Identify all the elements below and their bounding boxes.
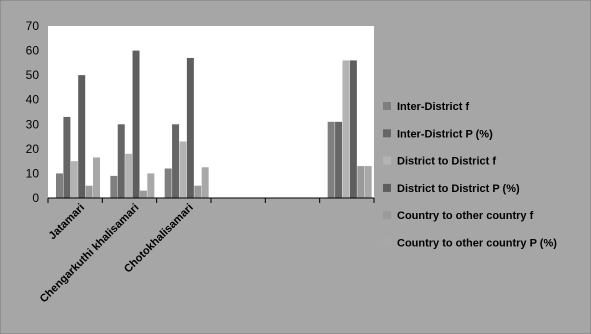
legend-swatch — [383, 211, 391, 220]
legend-label: Inter-District P (%) — [397, 128, 493, 140]
legend-label: Country to other country f — [397, 210, 534, 222]
bar-2-2 — [117, 124, 125, 198]
bar-5-2 — [139, 190, 147, 198]
bars — [56, 50, 372, 199]
legend-label: District to District P (%) — [397, 183, 520, 195]
bar-2-6 — [335, 121, 343, 198]
bar-6-2 — [147, 173, 155, 198]
y-tick-label: 40 — [26, 93, 40, 107]
bar-5-1 — [85, 185, 93, 198]
bar-2-1 — [63, 116, 71, 198]
bar-5-6 — [357, 166, 365, 198]
legend-swatch — [383, 129, 391, 138]
bar-4-6 — [349, 60, 357, 199]
bar-3-3 — [179, 141, 187, 198]
plot-area — [48, 26, 374, 198]
bar-4-1 — [78, 75, 86, 198]
y-tick-label: 20 — [26, 142, 40, 156]
y-tick-label: 0 — [32, 191, 39, 205]
y-tick-label: 10 — [26, 166, 40, 180]
bar-3-6 — [342, 60, 350, 199]
bar-3-1 — [70, 161, 78, 198]
bar-6-1 — [93, 157, 100, 198]
y-tick-label: 30 — [26, 117, 40, 131]
bar-1-2 — [110, 175, 118, 198]
bar-5-3 — [194, 185, 202, 198]
legend-swatch — [383, 156, 391, 165]
legend-swatch — [383, 183, 391, 192]
bar-2-3 — [172, 124, 180, 198]
y-tick-label: 50 — [26, 68, 40, 82]
legend-label: Country to other country P (%) — [397, 238, 557, 250]
bar-6-6 — [364, 166, 372, 198]
bar-1-6 — [327, 121, 335, 198]
bar-1-3 — [164, 168, 172, 198]
legend-label: District to District f — [397, 156, 496, 168]
legend-label: Inter-District f — [397, 101, 469, 113]
legend-swatch — [383, 238, 391, 247]
bar-4-2 — [132, 50, 140, 199]
bar-1-1 — [56, 173, 63, 198]
bar-3-2 — [125, 153, 133, 198]
y-tick-label: 60 — [26, 44, 40, 58]
y-tick-label: 70 — [26, 19, 40, 33]
bar-6-3 — [201, 167, 209, 198]
y-axis: 0 10 20 30 40 50 60 70 — [26, 19, 40, 205]
legend-swatch — [383, 102, 391, 110]
legend: Inter-District f Inter-District P (%) Dist… — [383, 101, 557, 250]
bar-4-3 — [186, 57, 194, 198]
